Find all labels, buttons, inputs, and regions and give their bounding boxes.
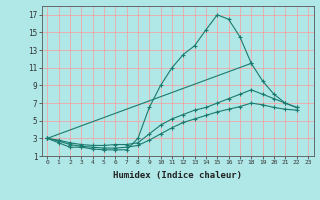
X-axis label: Humidex (Indice chaleur): Humidex (Indice chaleur) (113, 171, 242, 180)
